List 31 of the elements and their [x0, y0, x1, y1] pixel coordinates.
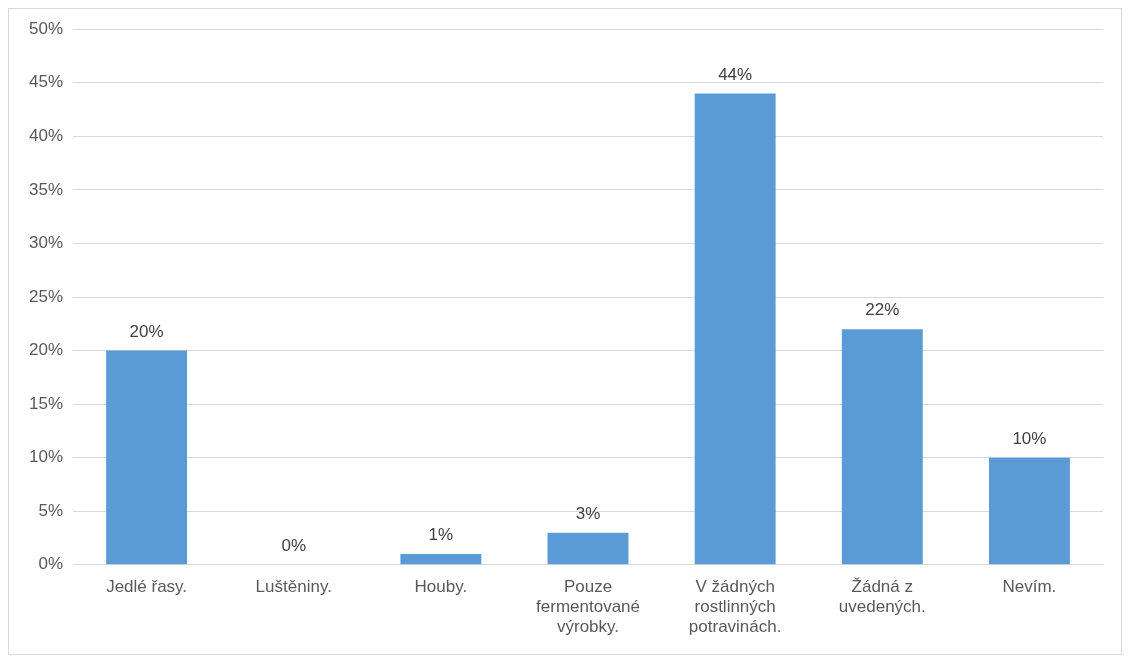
bar — [988, 457, 1070, 565]
y-tick-label: 20% — [28, 340, 64, 360]
data-label: 0% — [281, 535, 307, 555]
y-tick-label: 25% — [28, 286, 64, 306]
y-tick-label: 40% — [28, 126, 64, 146]
x-tick-label: Houby. — [414, 576, 468, 596]
data-label: 44% — [718, 64, 753, 84]
data-label: 1% — [428, 525, 454, 545]
x-tick-label: Žádná z uvedených. — [838, 576, 926, 617]
x-tick-label: Pouze fermentované výrobky. — [536, 576, 640, 637]
bar — [841, 329, 923, 565]
x-tick-label: Luštěniny. — [255, 576, 332, 596]
data-label: 10% — [1012, 428, 1047, 448]
y-tick-label: 0% — [38, 554, 64, 574]
bar — [694, 93, 776, 565]
bar — [400, 554, 482, 565]
data-label: 22% — [865, 300, 900, 320]
x-tick-label: Nevím. — [1002, 576, 1057, 596]
y-tick-label: 35% — [28, 179, 64, 199]
y-tick-label: 45% — [28, 72, 64, 92]
y-tick-label: 30% — [28, 233, 64, 253]
bar — [547, 532, 629, 565]
y-tick-label: 5% — [38, 500, 64, 520]
y-tick-label: 10% — [28, 447, 64, 467]
x-tick-label: V žádných rostlinných potravinách. — [688, 576, 782, 637]
x-tick-label: Jedlé řasy. — [106, 576, 188, 596]
data-label: 20% — [129, 321, 164, 341]
y-tick-label: 50% — [28, 18, 64, 38]
y-tick-label: 15% — [28, 393, 64, 413]
bar — [106, 350, 188, 565]
data-label: 3% — [575, 503, 601, 523]
